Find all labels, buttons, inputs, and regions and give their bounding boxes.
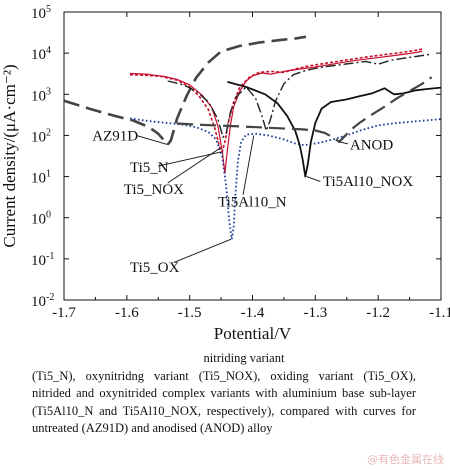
y-axis-label: Current density/(μA·cm⁻²) (0, 64, 19, 247)
x-tick-label: -1.3 (303, 305, 327, 321)
series-ti5al10-n (167, 53, 432, 138)
x-tick-label: -1.6 (115, 305, 139, 321)
label-ti5-nox: Ti5_NOX (124, 182, 184, 198)
y-tick-label: 102 (31, 127, 51, 145)
polarization-chart: -1.7 -1.6 -1.5 -1.4 -1.3 -1.2 -1.1 105 104 103 102… (0, 4, 450, 343)
watermark: @有色金属在线 (367, 453, 444, 466)
chart-svg: -1.7 -1.6 -1.5 -1.4 -1.3 -1.2 -1.1 105 104 103 102… (0, 4, 450, 343)
leader-line (167, 147, 221, 184)
y-tick-label: 104 (31, 45, 51, 63)
series-ti5-nox (129, 48, 423, 153)
leader-lines (136, 134, 349, 263)
series-az91d (64, 35, 307, 146)
plot-frame (63, 11, 442, 301)
label-ti5al10-nox: Ti5Al10_NOX (323, 174, 413, 190)
y-tick-label: 103 (31, 86, 51, 104)
y-tick-label: 101 (31, 169, 51, 187)
y-tick-label: 10-1 (31, 251, 54, 269)
y-axis: 105 104 103 102 101 100 10-1 10-2 (31, 4, 441, 310)
x-tick-label: -1.2 (366, 305, 390, 321)
label-anod: ANOD (350, 138, 393, 154)
series-ti5al10-nox (227, 81, 441, 178)
leader-line (339, 141, 349, 145)
leader-line (242, 135, 255, 195)
y-tick-label: 10-2 (31, 292, 54, 310)
x-tick-label: -1.5 (178, 305, 202, 321)
label-ti5al10-n: Ti5Al10_N (218, 194, 287, 210)
annotations: AZ91D Ti5_N Ti5_NOX Ti5Al10_N Ti5_OX Ti5Al10_… (92, 128, 413, 275)
x-axis: -1.7 -1.6 -1.5 -1.4 -1.3 -1.2 -1.1 (52, 12, 450, 321)
series-ti5-n (129, 50, 423, 174)
label-ti5-n: Ti5_N (130, 160, 169, 176)
x-tick-label: -1.1 (429, 305, 450, 321)
caption-body: (Ti5_N), oxynitridng variant (Ti5_NOX), … (32, 368, 416, 436)
leader-line (136, 134, 168, 145)
leader-line (173, 238, 232, 263)
x-tick-label: -1.4 (241, 305, 265, 321)
series-anod (177, 76, 433, 143)
figure-caption: nitriding variant (Ti5_N), oxynitridng v… (32, 350, 416, 438)
y-tick-label: 105 (31, 4, 51, 22)
x-tick-label: -1.7 (52, 305, 76, 321)
x-axis-label: Potential/V (214, 324, 292, 343)
series-group (64, 35, 441, 241)
y-tick-label: 100 (31, 210, 51, 228)
caption-line-0: nitriding variant (203, 351, 285, 365)
label-ti5-ox: Ti5_OX (130, 260, 180, 276)
leader-line (306, 176, 321, 182)
label-az91d: AZ91D (92, 128, 138, 144)
series-ti5-ox (129, 117, 441, 241)
